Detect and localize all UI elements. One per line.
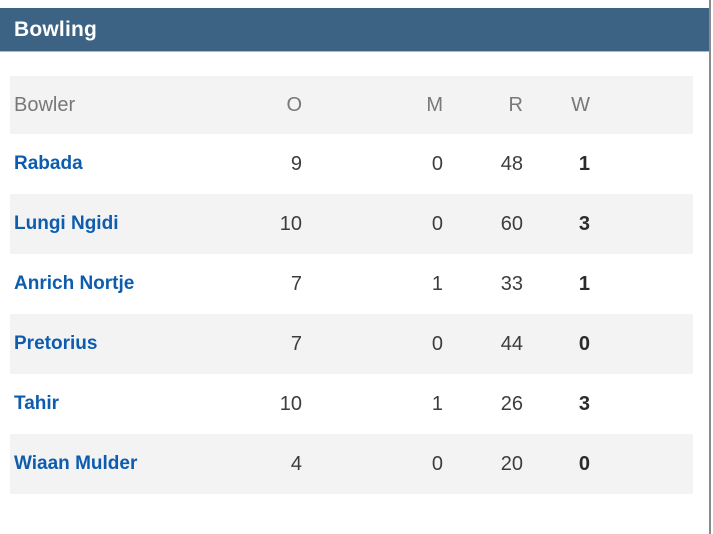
bowler-name-link[interactable]: Pretorius	[14, 333, 98, 354]
column-header-wickets: W	[571, 93, 590, 116]
wickets-value: 3	[578, 212, 590, 235]
table-row: Pretorius 7 0 44 0	[10, 314, 693, 374]
row-spacer	[590, 374, 693, 434]
maidens-value: 0	[431, 212, 443, 235]
table-row: Wiaan Mulder 4 0 20 0	[10, 434, 693, 494]
bowler-name-link[interactable]: Tahir	[14, 393, 60, 414]
bowler-name-link[interactable]: Wiaan Mulder	[14, 453, 138, 474]
runs-value: 26	[500, 392, 523, 415]
column-header-spacer	[590, 76, 693, 134]
maidens-value: 0	[431, 452, 443, 475]
overs-value: 4	[290, 452, 302, 475]
overs-value: 10	[279, 212, 302, 235]
maidens-value: 1	[431, 392, 443, 415]
column-header-runs: R	[508, 93, 523, 116]
wickets-value: 1	[578, 152, 590, 175]
runs-value: 60	[500, 212, 523, 235]
table-header-row: Bowler O M R W	[10, 76, 693, 134]
table-row: Anrich Nortje 7 1 33 1	[10, 254, 693, 314]
runs-value: 33	[500, 272, 523, 295]
overs-value: 9	[290, 152, 302, 175]
wickets-value: 0	[578, 332, 590, 355]
wickets-value: 1	[578, 272, 590, 295]
bowler-name-link[interactable]: Anrich Nortje	[14, 273, 135, 294]
window-right-edge-border	[709, 0, 711, 534]
maidens-value: 1	[431, 272, 443, 295]
row-spacer	[590, 254, 693, 314]
table-row: Rabada 9 0 48 1	[10, 134, 693, 194]
wickets-value: 0	[578, 452, 590, 475]
row-spacer	[590, 434, 693, 494]
row-spacer	[590, 194, 693, 254]
runs-value: 20	[500, 452, 523, 475]
bowling-table-container: Bowler O M R W Rabada 9 0 48 1 Lungi Ngidi 10 0…	[10, 76, 693, 494]
section-title: Bowling	[14, 17, 98, 41]
overs-value: 7	[290, 272, 302, 295]
row-spacer	[590, 134, 693, 194]
runs-value: 44	[500, 332, 523, 355]
maidens-value: 0	[431, 152, 443, 175]
runs-value: 48	[500, 152, 523, 175]
bowler-name-link[interactable]: Rabada	[14, 153, 83, 174]
table-row: Tahir 10 1 26 3	[10, 374, 693, 434]
top-margin-strip	[0, 0, 713, 8]
overs-value: 7	[290, 332, 302, 355]
column-header-maidens: M	[426, 93, 443, 116]
column-header-bowler: Bowler	[14, 93, 76, 116]
bowler-name-link[interactable]: Lungi Ngidi	[14, 213, 119, 234]
wickets-value: 3	[578, 392, 590, 415]
bowling-table-body: Rabada 9 0 48 1 Lungi Ngidi 10 0 60 3 Anrich Nortj…	[10, 134, 693, 494]
bowling-section-header: Bowling	[0, 8, 709, 52]
bowling-table: Bowler O M R W Rabada 9 0 48 1 Lungi Ngidi 10 0…	[10, 76, 693, 494]
maidens-value: 0	[431, 332, 443, 355]
overs-value: 10	[279, 392, 302, 415]
column-header-overs: O	[286, 93, 302, 116]
table-row: Lungi Ngidi 10 0 60 3	[10, 194, 693, 254]
row-spacer	[590, 314, 693, 374]
